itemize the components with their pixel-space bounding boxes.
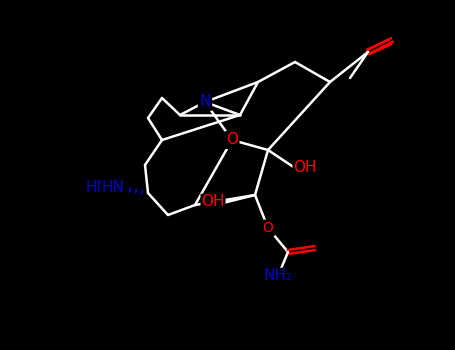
Text: OH: OH [201,195,225,210]
Text: HN: HN [101,181,124,196]
Text: O: O [263,221,273,235]
Text: OH: OH [291,161,315,175]
Text: O: O [226,133,238,147]
Text: O: O [226,133,238,147]
Text: OH: OH [293,161,317,175]
Text: OH: OH [201,197,225,212]
Text: O: O [263,221,273,235]
Text: N: N [199,94,211,110]
Text: N: N [199,94,211,110]
Text: NH₂: NH₂ [263,268,293,284]
Text: HN: HN [85,181,108,196]
Text: NH₂: NH₂ [263,268,293,284]
